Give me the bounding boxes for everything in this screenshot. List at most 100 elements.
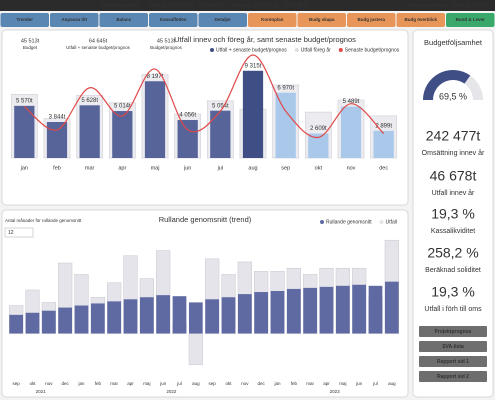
button[interactable] [419,341,487,352]
summary-value: 45 513t [157,38,176,44]
kpi-value: 46 678t [430,168,477,184]
bar [144,81,166,158]
x-tick-label: nov [241,381,249,386]
tab[interactable] [0,13,50,27]
legend-swatch [294,48,299,52]
x-tick-label: nov [347,165,356,171]
chart-title: Utfall innev och föreg år, samt senaste … [174,35,356,44]
value-label: 5 054t [212,103,229,109]
rolling-bar [172,296,187,334]
x-tick-label: jun [355,381,363,386]
x-tick-label: aug [192,381,200,386]
rolling-bar [139,297,154,334]
bar [373,130,394,158]
legend-label: Rullande genomsnitt [326,219,372,225]
utfall-bar [188,333,203,365]
bar [308,133,329,158]
rolling-bar [90,303,105,334]
x-tick-label: jan [273,381,281,386]
x-tick-label: sep [209,381,217,386]
x-tick-label: feb [95,381,102,386]
bar [112,111,133,158]
bar [242,70,264,158]
value-label: 2 899t [375,123,392,129]
tab[interactable] [297,13,347,27]
tab[interactable] [248,13,297,27]
kpi-value: 19,3 % [431,284,475,300]
rolling-bar [41,310,56,334]
x-tick-label: jul [372,381,378,386]
summary-value: 64 645t [89,38,108,44]
kpi-label: Beräknad soliditet [425,267,481,274]
value-label: 8 197t [147,74,164,80]
legend-label: Utfall + senaste budget/prognos [216,47,287,53]
legend-label: Utfall [386,219,397,225]
rolling-bar [25,312,40,334]
control-label: Antal månader för rullande genomsnitt [5,217,82,223]
rolling-bar [319,286,334,334]
kpi-value: 258,2 % [427,245,478,261]
rolling-bar [352,284,367,334]
control-input[interactable] [4,227,34,238]
bar [177,120,198,158]
budget-line [23,54,385,139]
bar [46,122,68,158]
header-previous: Föreg år: 2022-01-01 - 2022-08-31 [232,2,309,9]
tab-label: Budg justera [357,17,385,22]
tab[interactable] [446,13,495,27]
bar [79,105,100,158]
summary-label: Budget [23,45,38,50]
tab[interactable] [198,13,248,27]
gauge-value-label: 69,5 % [439,91,467,101]
x-tick-label: jun [183,165,191,171]
x-tick-label: maj [143,381,150,386]
value-label: 3 844t [49,115,66,121]
tab-label: Anpassa titt [61,17,87,22]
kpi-label: Utfall innev år [432,189,475,197]
x-tick-label: dec [379,165,388,171]
value-label: 5 489t [343,99,360,105]
tab-label: Bund & Lever [456,17,486,22]
rolling-bar [205,299,220,334]
legend-label: Senaste budget/prognos [345,47,400,53]
kpi-value: 242 477t [426,128,481,144]
button-label: Projektprognos [435,329,472,335]
kpi-label: Utfall i förh till oms [424,306,482,313]
x-tick-label: apr [127,381,134,386]
button[interactable] [419,326,487,337]
rolling-bar [384,281,399,334]
rolling-bar [237,294,252,334]
button-label: Rapport sid 2 [437,374,469,380]
rolling-bar [9,314,24,334]
x-tick-label: mar [110,381,118,386]
summary-label: Budget/prognos [150,45,183,50]
header-loaded: 2024-10-28 12:51 [452,3,492,9]
button[interactable] [419,356,487,367]
x-tick-label: nov [45,381,53,386]
header-bar [0,0,495,11]
tab[interactable] [99,13,149,27]
rolling-bar [286,288,301,334]
tab[interactable] [50,13,99,27]
x-tick-label: sep [281,165,290,171]
tab[interactable] [396,13,446,27]
tab[interactable] [149,13,198,27]
x-tick-label: okt [315,165,323,171]
legend-swatch [379,220,384,224]
x-tick-label: maj [151,165,160,171]
x-tick-label: jul [217,165,224,171]
bar [14,105,35,158]
value-label: 4 056t [179,113,196,119]
rolling-bar [221,297,236,334]
button[interactable] [419,371,487,382]
x-tick-label: okt [225,381,232,386]
tab[interactable] [347,13,396,27]
x-tick-label: jan [20,165,28,171]
x-tick-label: feb [53,165,61,171]
tab-label: Balans [116,17,131,22]
legend-label: Utfall föreg år [301,46,331,53]
x-tick-label: dec [258,381,266,386]
x-tick-label: mar [306,381,314,386]
x-tick-label: jun [159,381,167,386]
